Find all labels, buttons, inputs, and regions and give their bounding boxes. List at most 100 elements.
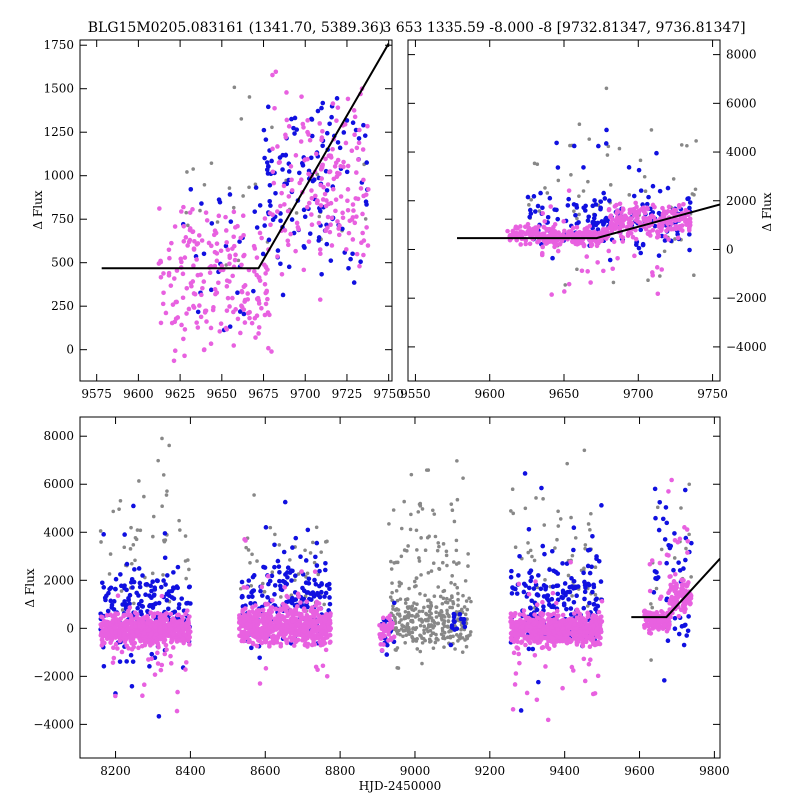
x-tick-label: 9400 bbox=[549, 764, 580, 778]
data-point bbox=[654, 586, 659, 591]
data-point bbox=[131, 503, 136, 509]
data-point bbox=[582, 566, 586, 571]
data-point bbox=[583, 637, 589, 643]
data-point bbox=[628, 216, 634, 221]
data-point bbox=[293, 573, 298, 579]
data-point bbox=[280, 292, 286, 298]
data-point bbox=[244, 545, 248, 550]
data-point bbox=[270, 169, 276, 175]
data-point bbox=[647, 627, 652, 633]
data-point bbox=[167, 443, 171, 448]
data-point bbox=[530, 554, 534, 559]
data-point bbox=[565, 461, 569, 466]
data-point bbox=[619, 210, 624, 215]
data-point bbox=[654, 150, 659, 156]
data-point bbox=[142, 630, 147, 636]
data-point bbox=[511, 639, 517, 645]
data-point bbox=[687, 200, 693, 205]
data-point bbox=[177, 518, 181, 523]
data-point bbox=[534, 602, 540, 607]
data-point bbox=[437, 544, 441, 549]
data-point bbox=[128, 652, 134, 658]
data-point bbox=[182, 632, 188, 638]
data-point bbox=[225, 295, 231, 301]
data-point bbox=[176, 602, 182, 607]
data-point bbox=[445, 600, 450, 605]
data-point bbox=[364, 160, 370, 165]
data-point bbox=[638, 250, 644, 256]
data-point bbox=[389, 559, 393, 564]
data-point bbox=[611, 280, 616, 285]
data-point bbox=[382, 624, 387, 629]
data-point bbox=[535, 203, 541, 209]
data-point bbox=[184, 601, 189, 606]
data-point bbox=[309, 222, 315, 228]
data-point bbox=[528, 624, 533, 630]
top-left-points bbox=[156, 69, 371, 364]
data-point bbox=[224, 308, 230, 313]
data-point bbox=[554, 140, 559, 146]
data-point bbox=[302, 628, 307, 634]
data-point bbox=[679, 506, 683, 510]
data-point bbox=[399, 554, 404, 559]
data-point bbox=[335, 219, 340, 224]
data-point bbox=[166, 593, 172, 598]
data-point bbox=[267, 198, 272, 204]
data-point bbox=[350, 202, 356, 207]
data-point bbox=[556, 630, 562, 636]
data-point bbox=[452, 519, 457, 524]
data-point bbox=[587, 223, 592, 229]
data-point bbox=[162, 555, 168, 561]
data-point bbox=[293, 248, 298, 254]
data-point bbox=[320, 129, 325, 134]
data-point bbox=[325, 635, 330, 640]
data-point bbox=[583, 546, 587, 551]
data-point bbox=[298, 139, 304, 144]
data-point bbox=[113, 576, 119, 582]
data-point bbox=[656, 224, 662, 230]
data-point bbox=[418, 633, 422, 638]
data-point bbox=[293, 535, 299, 541]
x-tick-label: 9550 bbox=[400, 387, 431, 401]
data-point bbox=[575, 609, 581, 614]
data-point bbox=[253, 182, 258, 187]
data-point bbox=[307, 137, 313, 143]
data-point bbox=[275, 248, 281, 253]
data-point bbox=[178, 528, 182, 532]
data-point bbox=[318, 167, 324, 172]
data-point bbox=[598, 614, 604, 619]
data-point bbox=[312, 577, 317, 583]
data-point bbox=[129, 617, 135, 622]
data-point bbox=[151, 613, 157, 619]
data-point bbox=[664, 560, 669, 566]
data-point bbox=[545, 191, 550, 195]
data-point bbox=[450, 508, 455, 513]
data-point bbox=[187, 567, 191, 572]
data-point bbox=[281, 617, 287, 623]
data-point bbox=[169, 240, 174, 246]
data-point bbox=[162, 651, 168, 657]
data-point bbox=[583, 203, 588, 209]
data-point bbox=[671, 579, 677, 584]
data-point bbox=[107, 572, 112, 576]
data-point bbox=[263, 639, 268, 645]
data-point bbox=[182, 255, 188, 260]
data-point bbox=[403, 597, 408, 602]
data-point bbox=[571, 599, 577, 605]
data-point bbox=[282, 202, 287, 207]
data-point bbox=[426, 571, 431, 575]
data-point bbox=[589, 564, 594, 570]
data-point bbox=[532, 161, 537, 166]
data-point bbox=[517, 612, 523, 617]
data-point bbox=[305, 624, 311, 630]
data-point bbox=[638, 158, 643, 163]
data-point bbox=[636, 245, 642, 251]
data-point bbox=[352, 132, 357, 138]
data-point bbox=[542, 627, 547, 633]
data-point bbox=[265, 310, 271, 315]
data-point bbox=[320, 614, 326, 620]
data-point bbox=[434, 605, 439, 610]
data-point bbox=[183, 235, 189, 240]
data-point bbox=[431, 625, 435, 630]
data-point bbox=[278, 631, 283, 637]
